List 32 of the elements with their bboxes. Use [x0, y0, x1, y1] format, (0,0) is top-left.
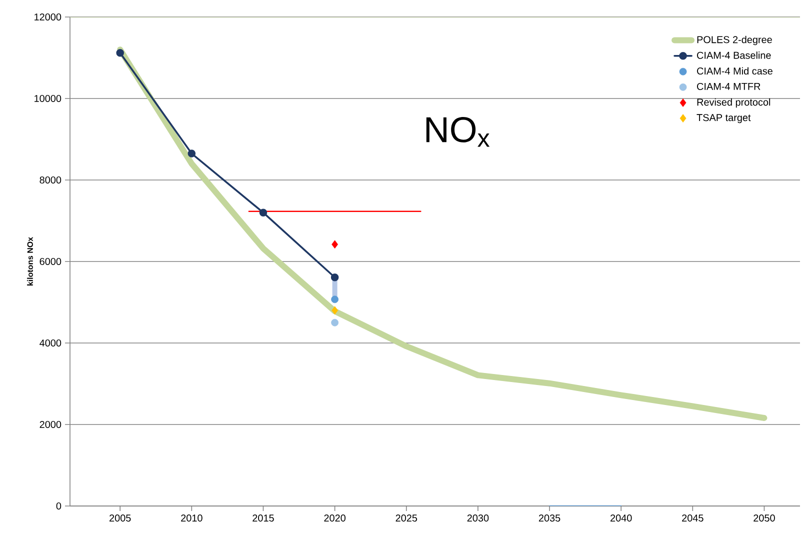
y-tick-label: 4000 — [40, 339, 62, 347]
point — [331, 318, 339, 326]
y-tick-label: 10000 — [34, 94, 62, 102]
legend-label: Revised protocol — [697, 98, 770, 108]
y-tick-label: 12000 — [34, 13, 62, 21]
point — [188, 150, 196, 158]
x-tick-label: 2030 — [467, 514, 489, 522]
x-tick-label: 2010 — [181, 514, 202, 522]
x-tick-label: 2025 — [396, 514, 418, 522]
legend-label: POLES 2-degree — [697, 36, 772, 46]
y-tick-label: 8000 — [40, 176, 62, 184]
x-tick-label: 2045 — [682, 514, 704, 522]
legend-label: CIAM-4 MTFR — [697, 82, 760, 90]
point — [259, 208, 268, 216]
point — [116, 48, 124, 57]
legend-label: CIAM-4 Baseline — [697, 52, 771, 59]
legend-label: CIAM-4 Mid case — [697, 67, 772, 75]
annotation: NO$_{x}$ — [426, 117, 490, 147]
x-tick-label: 2020 — [324, 514, 346, 522]
y-tick-label: 2000 — [40, 420, 62, 428]
x-tick-label: 2040 — [610, 514, 632, 522]
x-tick-label: 2015 — [252, 514, 274, 522]
x-tick-label: 2005 — [110, 514, 131, 522]
point — [332, 240, 338, 249]
point — [332, 306, 338, 315]
y-tick-label: 0 — [56, 502, 62, 510]
x-tick-label: 2035 — [538, 514, 560, 522]
point — [331, 296, 339, 304]
point — [330, 273, 339, 282]
y-tick-label: 6000 — [40, 258, 62, 266]
x-tick-label: 2050 — [754, 514, 775, 522]
legend-label: TSAP target — [696, 114, 751, 124]
